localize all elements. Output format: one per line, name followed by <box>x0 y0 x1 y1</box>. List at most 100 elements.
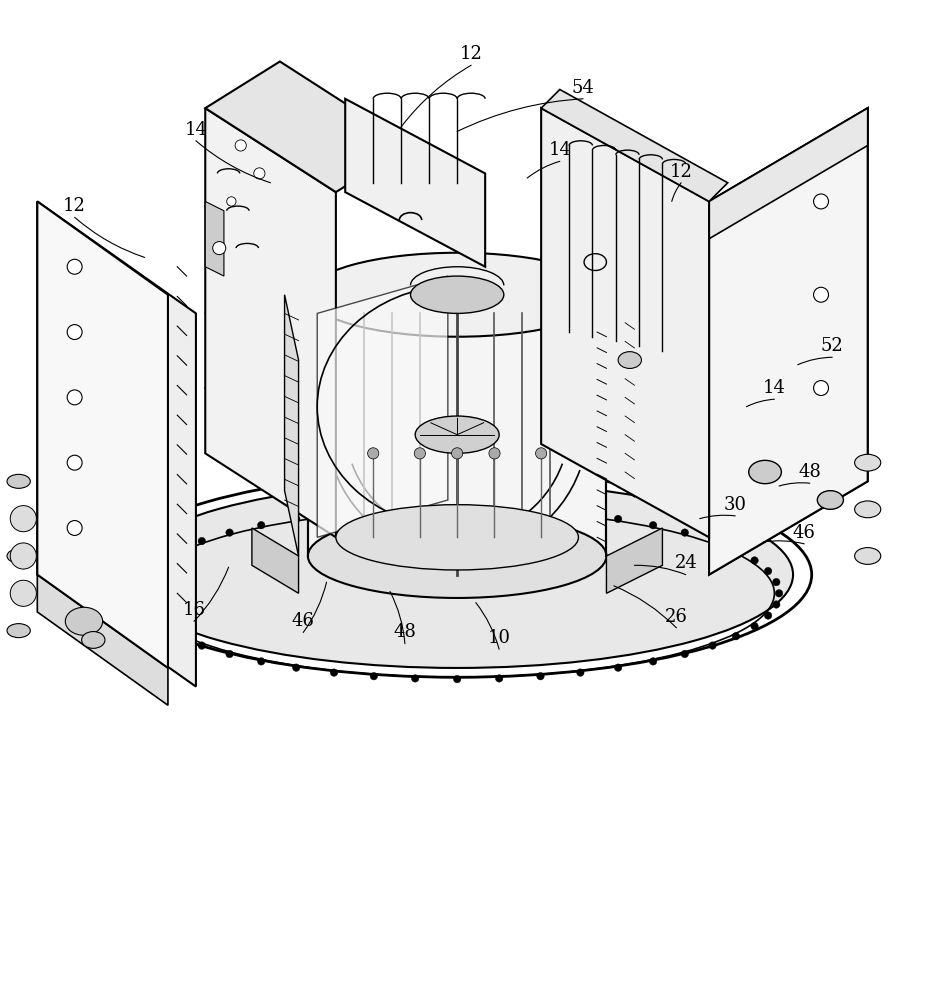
Ellipse shape <box>7 549 31 563</box>
Circle shape <box>764 612 772 619</box>
Text: 10: 10 <box>488 629 510 647</box>
Text: 26: 26 <box>665 608 688 626</box>
FancyArrowPatch shape <box>457 99 583 131</box>
Circle shape <box>156 622 163 630</box>
Polygon shape <box>709 108 868 239</box>
Circle shape <box>681 650 689 658</box>
Polygon shape <box>205 201 224 276</box>
Circle shape <box>254 168 265 179</box>
Ellipse shape <box>65 607 103 635</box>
FancyArrowPatch shape <box>476 603 499 649</box>
Text: 30: 30 <box>724 496 746 514</box>
FancyArrowPatch shape <box>614 586 676 628</box>
Circle shape <box>198 537 205 545</box>
Text: 24: 24 <box>675 554 697 572</box>
Circle shape <box>411 504 419 512</box>
Ellipse shape <box>7 624 31 638</box>
Ellipse shape <box>748 460 781 484</box>
Circle shape <box>67 521 82 535</box>
Circle shape <box>709 537 717 545</box>
Circle shape <box>814 381 829 396</box>
Polygon shape <box>308 295 606 556</box>
FancyArrowPatch shape <box>700 515 735 519</box>
Polygon shape <box>345 99 485 267</box>
Ellipse shape <box>308 253 606 337</box>
Ellipse shape <box>82 632 104 648</box>
FancyArrowPatch shape <box>798 357 832 365</box>
Circle shape <box>577 669 584 676</box>
Circle shape <box>67 455 82 470</box>
Polygon shape <box>252 528 299 593</box>
Circle shape <box>143 612 150 619</box>
Polygon shape <box>37 575 168 705</box>
FancyArrowPatch shape <box>634 565 686 575</box>
Ellipse shape <box>855 501 881 518</box>
Text: 14: 14 <box>549 141 571 159</box>
Circle shape <box>10 506 36 532</box>
Polygon shape <box>317 276 448 537</box>
Circle shape <box>258 521 265 529</box>
Polygon shape <box>709 108 868 575</box>
Ellipse shape <box>308 514 606 598</box>
Polygon shape <box>606 528 662 593</box>
Circle shape <box>495 675 503 682</box>
Circle shape <box>814 287 829 302</box>
Circle shape <box>536 507 544 514</box>
Circle shape <box>198 642 205 649</box>
Circle shape <box>330 510 338 518</box>
Circle shape <box>227 197 236 206</box>
FancyArrowPatch shape <box>75 217 145 257</box>
FancyArrowPatch shape <box>746 399 774 407</box>
Text: 46: 46 <box>292 612 314 630</box>
Circle shape <box>156 557 163 564</box>
Circle shape <box>414 448 425 459</box>
Circle shape <box>732 632 740 640</box>
Circle shape <box>709 642 717 649</box>
Circle shape <box>536 448 547 459</box>
Text: 48: 48 <box>394 623 416 641</box>
Circle shape <box>495 504 503 512</box>
Circle shape <box>614 664 621 671</box>
Circle shape <box>773 601 780 608</box>
Polygon shape <box>541 108 709 537</box>
Circle shape <box>174 632 182 640</box>
Circle shape <box>649 521 657 529</box>
Text: 12: 12 <box>670 163 692 181</box>
Circle shape <box>226 650 233 658</box>
Circle shape <box>143 567 150 575</box>
Circle shape <box>536 672 544 680</box>
Polygon shape <box>709 108 868 575</box>
Ellipse shape <box>7 474 31 488</box>
Circle shape <box>649 658 657 665</box>
Circle shape <box>370 672 378 680</box>
Text: 54: 54 <box>572 79 594 97</box>
Text: 14: 14 <box>185 121 207 139</box>
Circle shape <box>67 259 82 274</box>
Circle shape <box>489 448 500 459</box>
FancyArrowPatch shape <box>303 582 327 632</box>
Circle shape <box>775 590 783 597</box>
Ellipse shape <box>619 352 642 368</box>
Circle shape <box>67 325 82 340</box>
Ellipse shape <box>336 505 578 570</box>
Polygon shape <box>37 201 168 668</box>
Circle shape <box>10 580 36 606</box>
Circle shape <box>814 194 829 209</box>
Text: 46: 46 <box>793 524 815 542</box>
Circle shape <box>452 448 463 459</box>
Polygon shape <box>205 61 411 192</box>
Polygon shape <box>285 295 299 556</box>
Text: 14: 14 <box>763 379 786 397</box>
Text: 16: 16 <box>183 601 205 619</box>
Circle shape <box>751 622 759 630</box>
FancyArrowPatch shape <box>672 183 681 201</box>
Ellipse shape <box>817 491 843 509</box>
Polygon shape <box>37 201 196 687</box>
Circle shape <box>258 658 265 665</box>
Ellipse shape <box>411 276 504 313</box>
Text: 12: 12 <box>460 45 482 63</box>
FancyArrowPatch shape <box>763 541 804 544</box>
Text: 48: 48 <box>799 463 821 481</box>
Circle shape <box>453 675 461 683</box>
Ellipse shape <box>121 481 793 668</box>
